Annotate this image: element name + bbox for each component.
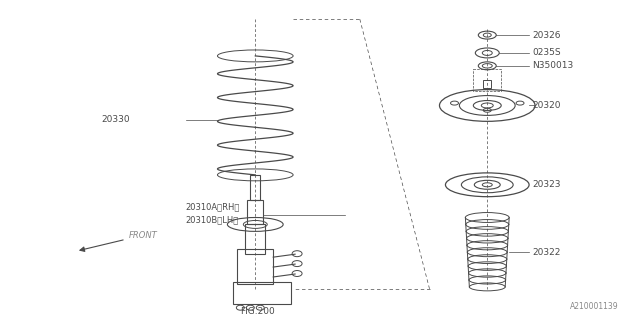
Bar: [250, 175, 260, 200]
Text: 20326: 20326: [532, 31, 561, 40]
Text: 20310A〈RH〉: 20310A〈RH〉: [186, 202, 240, 211]
Bar: [474, 69, 501, 91]
Text: 20322: 20322: [532, 248, 561, 257]
Bar: [247, 200, 263, 224]
Text: 20320: 20320: [532, 101, 561, 110]
Text: 20310B〈LH〉: 20310B〈LH〉: [186, 215, 239, 224]
Text: FRONT: FRONT: [129, 231, 157, 240]
Text: FIG.200: FIG.200: [240, 307, 275, 316]
Bar: [245, 224, 265, 254]
Bar: [237, 249, 273, 284]
Text: 0235S: 0235S: [532, 48, 561, 57]
Bar: [234, 282, 291, 304]
Text: 20330: 20330: [101, 115, 129, 124]
Text: N350013: N350013: [532, 61, 573, 70]
Bar: [483, 80, 492, 88]
Text: 20323: 20323: [532, 180, 561, 189]
Text: A210001139: A210001139: [570, 302, 619, 311]
